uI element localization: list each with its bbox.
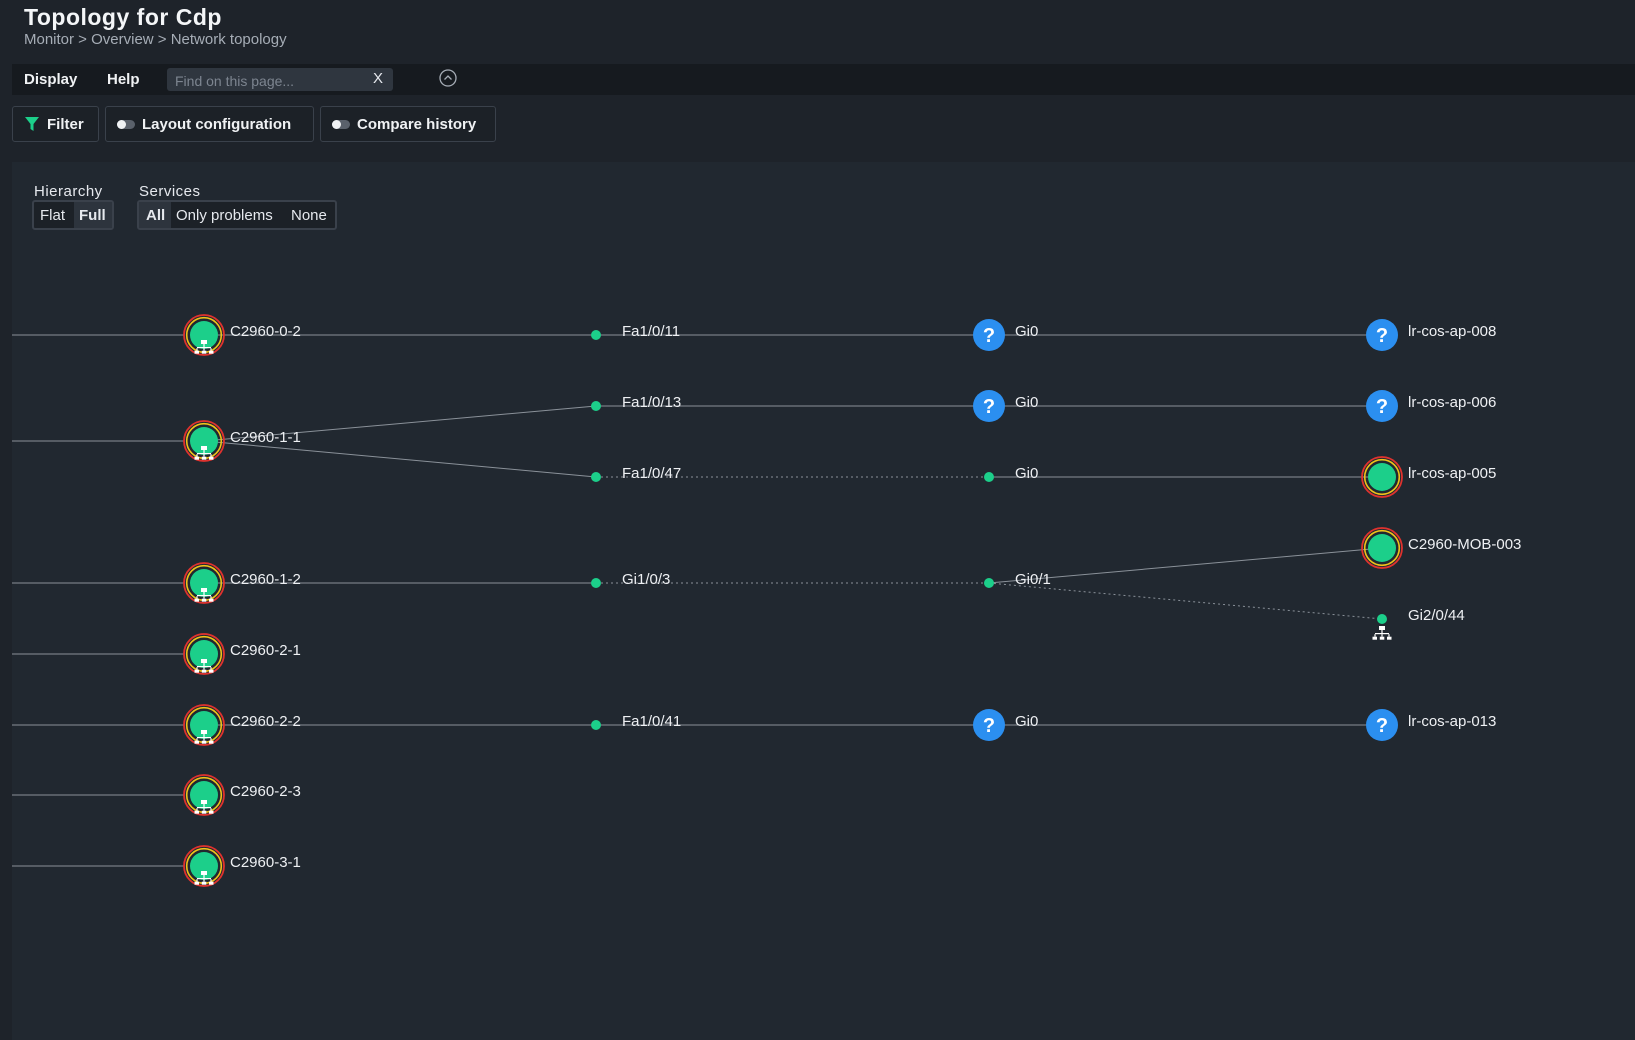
- collapse-header-icon[interactable]: [439, 69, 457, 87]
- search-input[interactable]: [173, 70, 362, 91]
- hierarchy-label: Hierarchy: [34, 183, 103, 200]
- breadcrumb: Monitor > Overview > Network topology: [24, 31, 287, 48]
- links-layer: [12, 334, 1383, 867]
- layout-configuration-label: Layout configuration: [142, 116, 292, 133]
- question-icon: ?: [1376, 715, 1388, 737]
- menu-help[interactable]: Help: [107, 71, 140, 88]
- question-icon: ?: [1376, 396, 1388, 418]
- services-toggle: All Only problems None: [137, 200, 337, 230]
- node-label: C2960-2-3: [230, 783, 301, 800]
- search-clear-button[interactable]: X: [372, 70, 383, 87]
- node-label: C2960-3-1: [230, 854, 301, 871]
- remote-host-node[interactable]: ?: [1366, 390, 1398, 422]
- node-label: Gi0: [1015, 394, 1038, 411]
- node-label: C2960-2-1: [230, 642, 301, 659]
- node-label: Fa1/0/13: [622, 394, 681, 411]
- node-label: lr-cos-ap-006: [1408, 394, 1496, 411]
- remote-host-node[interactable]: [1361, 527, 1403, 569]
- node-label: lr-cos-ap-008: [1408, 323, 1496, 340]
- switch-node[interactable]: [183, 562, 225, 604]
- title-bar: Topology for Cdp Monitor > Overview > Ne…: [0, 0, 1635, 63]
- remote-port-node[interactable]: ?: [973, 709, 1005, 741]
- filter-button[interactable]: Filter: [12, 106, 99, 142]
- remote-port-node[interactable]: ?: [973, 390, 1005, 422]
- remote-port-node[interactable]: [984, 578, 994, 588]
- topology-link: [203, 440, 597, 478]
- services-all[interactable]: All: [146, 207, 166, 224]
- remote-host-node[interactable]: [1361, 456, 1403, 498]
- nodes-layer: C2960-0-2 C2960-1-1 C2960-1-2 C2960-2-1 C296…: [183, 314, 1521, 887]
- remote-port-node[interactable]: [984, 472, 994, 482]
- node-label: Gi0/1: [1015, 571, 1051, 588]
- search-box: X: [167, 68, 393, 91]
- switch-node[interactable]: [183, 774, 225, 816]
- filter-label: Filter: [47, 116, 84, 133]
- switch-node[interactable]: [183, 420, 225, 462]
- question-icon: ?: [1376, 325, 1388, 347]
- remote-host-node[interactable]: ?: [1366, 709, 1398, 741]
- node-label: Gi0: [1015, 465, 1038, 482]
- remote-host-node[interactable]: ?: [1366, 319, 1398, 351]
- node-label: Fa1/0/47: [622, 465, 681, 482]
- topology-link: [203, 405, 597, 442]
- network-icon: [1372, 626, 1392, 640]
- services-none[interactable]: None: [291, 207, 327, 224]
- switch-node[interactable]: [183, 633, 225, 675]
- node-label: Fa1/0/11: [622, 323, 680, 340]
- hierarchy-flat[interactable]: Flat: [40, 207, 66, 224]
- switch-node[interactable]: [183, 845, 225, 887]
- layout-toggle-icon: [117, 120, 135, 129]
- menu-display[interactable]: Display: [24, 71, 78, 88]
- node-label: C2960-1-2: [230, 571, 301, 588]
- interface-node[interactable]: [591, 720, 601, 730]
- filter-icon: [25, 117, 39, 131]
- topology-canvas[interactable]: [12, 162, 1635, 1040]
- remote-port-node[interactable]: ?: [973, 319, 1005, 351]
- services-label: Services: [139, 183, 201, 200]
- question-icon: ?: [983, 396, 995, 418]
- node-label: Gi1/0/3: [622, 571, 670, 588]
- remote-interface-node[interactable]: [1377, 614, 1387, 624]
- node-label: C2960-MOB-003: [1408, 536, 1521, 553]
- switch-node[interactable]: [183, 314, 225, 356]
- node-label: C2960-1-1: [230, 429, 301, 446]
- node-label: Gi0: [1015, 323, 1038, 340]
- node-label: C2960-0-2: [230, 323, 301, 340]
- node-label: lr-cos-ap-005: [1408, 465, 1496, 482]
- topology-link: [988, 547, 1383, 584]
- compare-history-button[interactable]: Compare history: [320, 106, 496, 142]
- compare-toggle-icon: [332, 120, 350, 129]
- page-title: Topology for Cdp: [24, 4, 222, 30]
- services-only-problems[interactable]: Only problems: [176, 207, 273, 224]
- interface-node[interactable]: [591, 578, 601, 588]
- node-label: Gi0: [1015, 713, 1038, 730]
- node-label: lr-cos-ap-013: [1408, 713, 1496, 730]
- interface-node[interactable]: [591, 401, 601, 411]
- switch-node[interactable]: [183, 704, 225, 746]
- interface-node[interactable]: [591, 472, 601, 482]
- hierarchy-full[interactable]: Full: [79, 207, 106, 224]
- hierarchy-toggle: Flat Full: [32, 200, 114, 230]
- question-icon: ?: [983, 715, 995, 737]
- interface-node[interactable]: [591, 330, 601, 340]
- compare-history-label: Compare history: [357, 116, 477, 133]
- node-label: Gi2/0/44: [1408, 607, 1465, 624]
- node-label: C2960-2-2: [230, 713, 301, 730]
- question-icon: ?: [983, 325, 995, 347]
- topology-link: [988, 582, 1383, 620]
- layout-configuration-button[interactable]: Layout configuration: [105, 106, 314, 142]
- node-label: Fa1/0/41: [622, 713, 681, 730]
